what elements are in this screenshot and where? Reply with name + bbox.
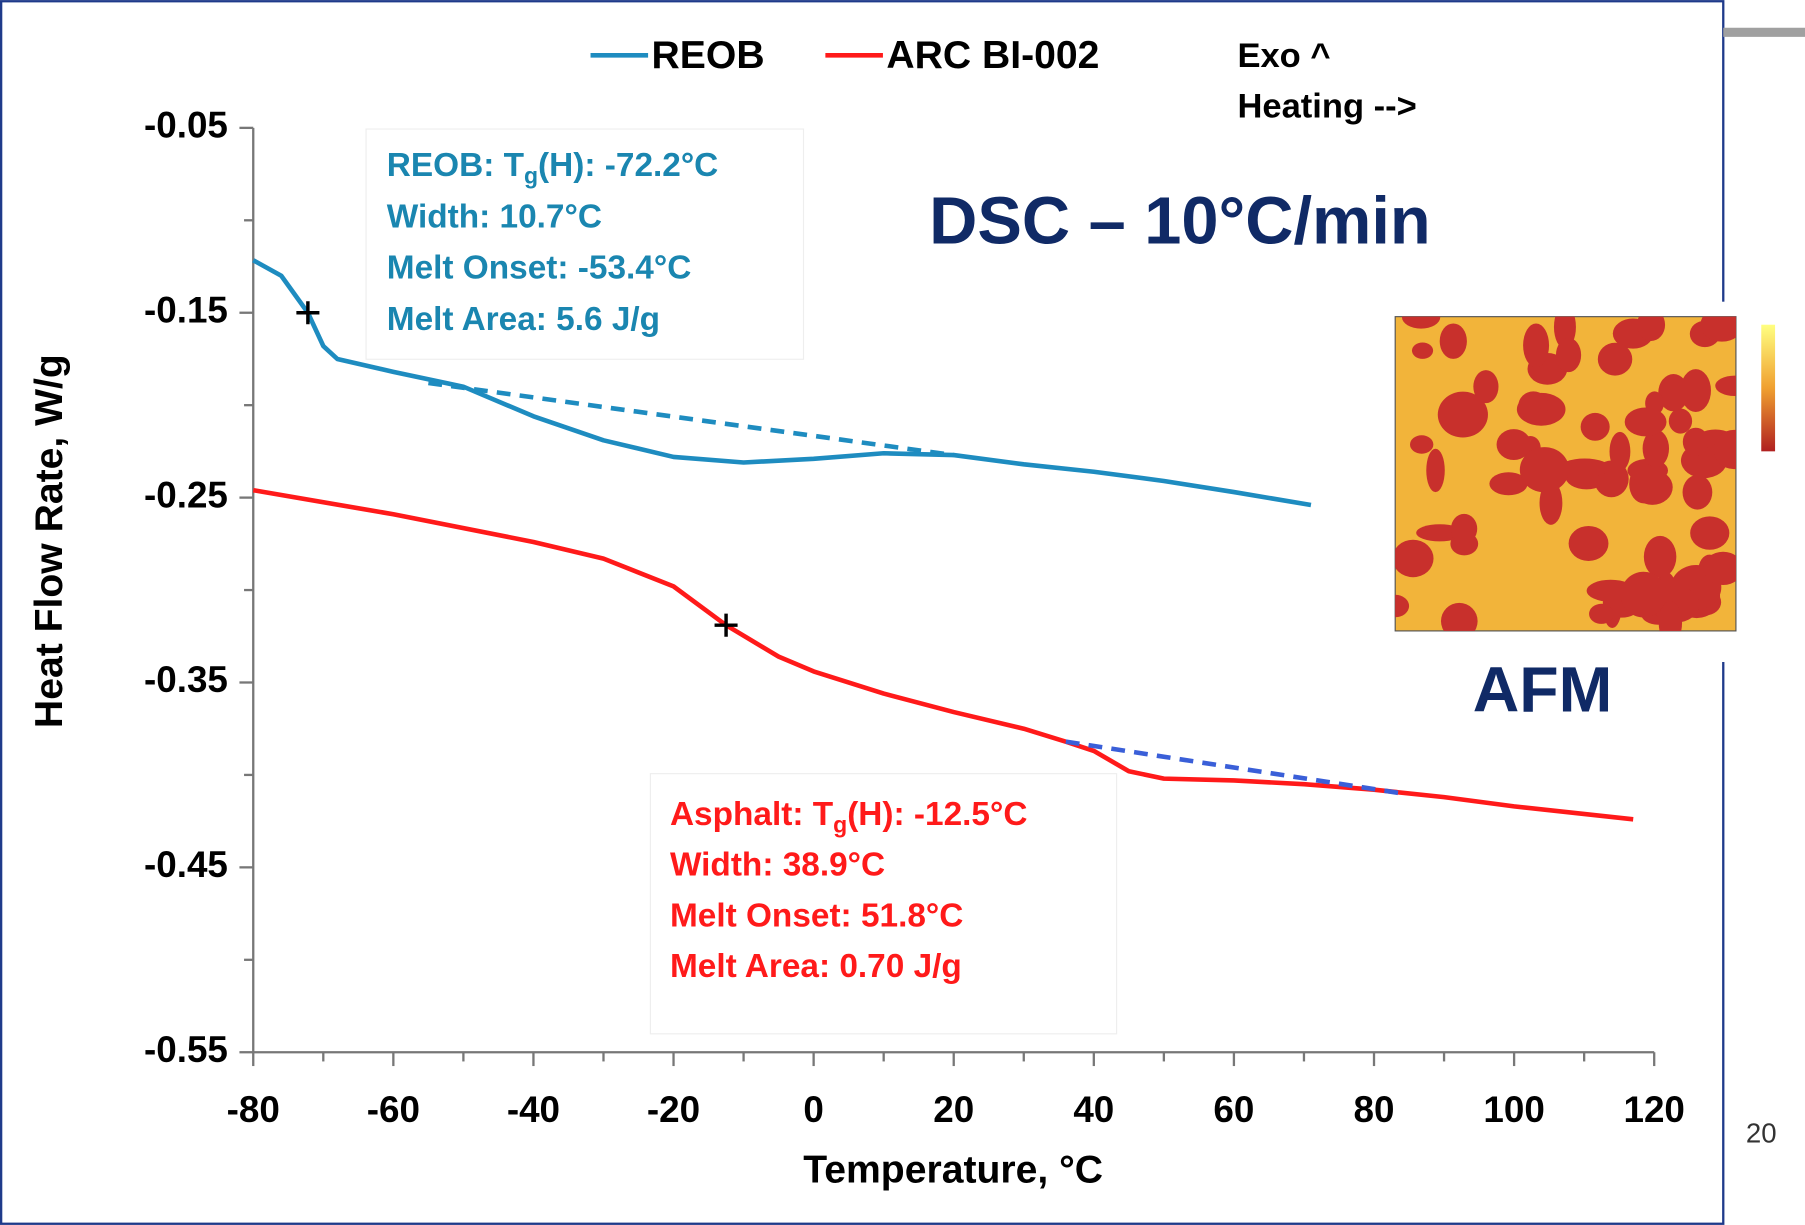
afm-domain xyxy=(1714,430,1754,469)
annotation-text: Asphalt: T xyxy=(670,796,834,833)
x-tick-label: -60 xyxy=(367,1089,420,1130)
x-tick-label: -20 xyxy=(647,1089,700,1130)
afm-domain xyxy=(1523,323,1549,367)
afm-domain xyxy=(1438,392,1488,438)
afm-domain xyxy=(1393,540,1434,577)
annotation-text: REOB: T xyxy=(387,147,525,184)
y-axis-title: Heat Flow Rate, W/g xyxy=(28,354,71,728)
y-tick-label: -0.15 xyxy=(144,289,228,330)
afm-domain xyxy=(1569,526,1609,561)
y-tick-label: -0.05 xyxy=(144,105,228,146)
afm-domain xyxy=(1598,343,1632,376)
annotation-line: Melt Area: 5.6 J/g xyxy=(387,301,660,338)
slide: 20 DSC – 10°C/min Temperature, °C Heat F… xyxy=(0,0,1805,1225)
annotation-line: Melt Onset: 51.8°C xyxy=(670,897,963,934)
annotation-text: (H): -72.2°C xyxy=(538,147,718,184)
y-tick-label: -0.45 xyxy=(144,844,228,885)
afm-domain xyxy=(1440,323,1467,358)
afm-domain xyxy=(1451,514,1477,544)
annotation-text: (H): -12.5°C xyxy=(847,796,1027,833)
y-tick-label: -0.25 xyxy=(144,474,228,515)
afm-label: AFM xyxy=(1473,653,1613,725)
x-tick-label: 20 xyxy=(933,1089,974,1130)
afm-domain xyxy=(1581,413,1610,441)
legend-label: ARC BI-002 xyxy=(886,34,1099,77)
y-tick-label: -0.35 xyxy=(144,659,228,700)
x-tick-label: -40 xyxy=(507,1089,560,1130)
afm-domain xyxy=(1621,572,1667,618)
afm-domain xyxy=(1520,447,1569,492)
afm-domain xyxy=(1715,376,1754,396)
x-tick-label: 60 xyxy=(1213,1089,1254,1130)
annotation: Exo ^ xyxy=(1237,37,1330,75)
afm-domain xyxy=(1610,432,1631,471)
afm-domain xyxy=(1683,428,1709,456)
afm-domain xyxy=(1527,407,1546,423)
annotation: Heating --> xyxy=(1237,87,1416,125)
x-tick-label: 80 xyxy=(1354,1089,1395,1130)
afm-domain xyxy=(1556,338,1581,372)
afm-domain xyxy=(1410,435,1433,453)
afm-domain xyxy=(1625,408,1667,437)
afm-domain xyxy=(1589,604,1614,624)
annotation-text: g xyxy=(833,812,847,838)
afm-domain xyxy=(1426,449,1445,492)
afm-domain xyxy=(1644,536,1676,578)
y-tick-label: -0.55 xyxy=(144,1029,228,1070)
annotation-line: Melt Onset: -53.4°C xyxy=(387,250,692,287)
x-tick-label: -80 xyxy=(227,1089,280,1130)
x-tick-label: 120 xyxy=(1623,1089,1684,1130)
annotation-line: Melt Area: 0.70 J/g xyxy=(670,948,962,985)
x-axis-title: Temperature, °C xyxy=(803,1148,1103,1191)
x-tick-label: 100 xyxy=(1483,1089,1544,1130)
annotation-text: g xyxy=(524,162,538,188)
chart-title: DSC – 10°C/min xyxy=(929,184,1431,258)
afm-colorbar xyxy=(1761,325,1775,452)
annotation-line: REOB: Tg(H): -72.2°C xyxy=(387,147,719,189)
afm-domain xyxy=(1669,409,1692,434)
afm-domain xyxy=(1690,516,1729,549)
annotation-line: Asphalt: Tg(H): -12.5°C xyxy=(670,796,1027,838)
annotation-line: Width: 38.9°C xyxy=(670,847,885,884)
x-tick-label: 0 xyxy=(803,1089,823,1130)
x-tick-label: 40 xyxy=(1073,1089,1114,1130)
legend-label: REOB xyxy=(652,34,765,77)
afm-image xyxy=(1345,302,1776,662)
afm-domain xyxy=(1412,342,1433,358)
afm-domain xyxy=(1683,475,1713,510)
slide-number: 20 xyxy=(1746,1117,1777,1148)
afm-domain xyxy=(1681,369,1711,412)
annotation-line: Width: 10.7°C xyxy=(387,198,602,235)
